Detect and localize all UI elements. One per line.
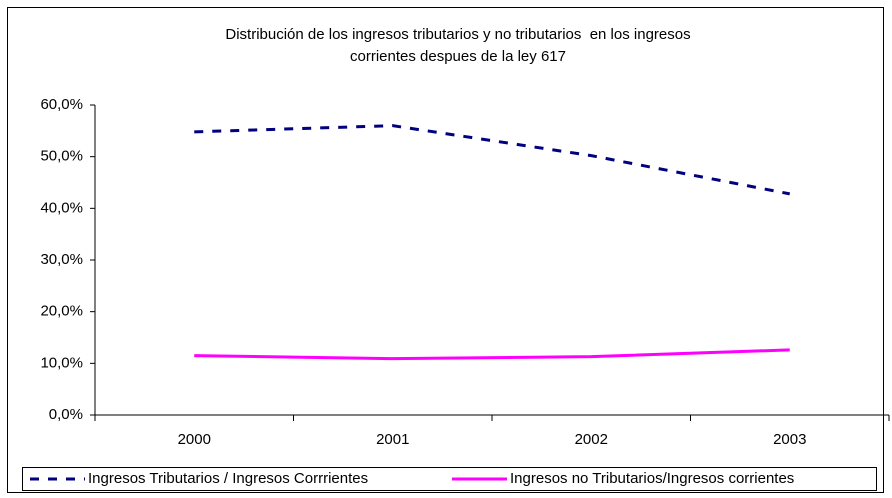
y-tick-label: 10,0%	[40, 354, 83, 371]
y-tick-label: 30,0%	[40, 251, 83, 268]
y-tick-label: 50,0%	[40, 148, 83, 165]
x-tick-label: 2003	[773, 431, 806, 448]
chart-title: Distribución de los ingresos tributarios…	[225, 26, 690, 43]
x-tick-label: 2000	[178, 431, 211, 448]
series-line	[194, 348, 790, 361]
y-tick-label: 0,0%	[49, 406, 83, 423]
x-tick-label: 2001	[376, 431, 409, 448]
y-tick-label: 40,0%	[40, 199, 83, 216]
legend-label: Ingresos no Tributarios/Ingresos corrien…	[510, 470, 794, 487]
x-tick-label: 2002	[575, 431, 608, 448]
chart-border	[7, 7, 884, 493]
chart-title: corrientes despues de la ley 617	[350, 48, 566, 65]
legend-label: Ingresos Tributarios / Ingresos Corrrien…	[88, 470, 368, 487]
legend-box	[22, 467, 877, 491]
y-tick-label: 20,0%	[40, 303, 83, 320]
y-tick-label: 60,0%	[40, 96, 83, 113]
